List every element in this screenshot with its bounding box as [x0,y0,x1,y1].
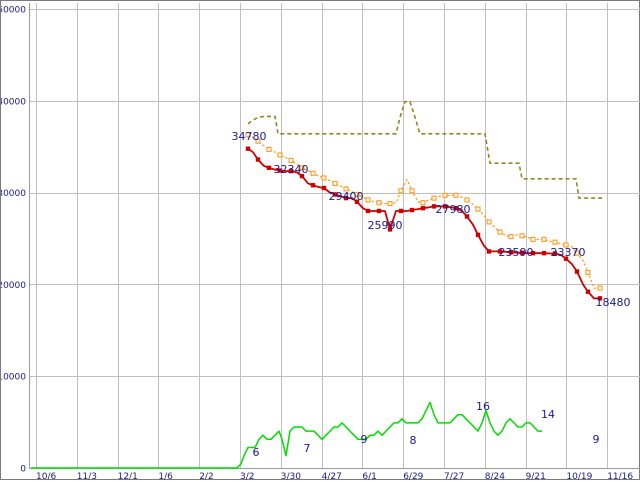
series-step-threshold [247,100,603,199]
y-tick-label: 30000 [1,189,26,199]
y-tick-label: 0 [20,465,26,475]
x-tick-label: 6/29 [403,472,423,481]
x-tick-label: 11/16 [607,472,633,481]
data-point-label: 9 [593,433,600,446]
series-count [31,401,542,469]
data-point-label: 7 [304,442,311,455]
data-point-label: 34780 [232,130,267,143]
x-tick-label: 8/24 [485,472,505,481]
x-tick-label: 3/2 [240,472,254,481]
data-point-label: 32340 [274,163,309,176]
x-tick-label: 1/6 [158,472,173,481]
y-tick-label: 10000 [1,373,26,383]
y-tick-label: 50000 [1,6,26,16]
data-point-label: 14 [541,408,555,421]
data-point-label: 8 [410,434,417,447]
x-tick-label: 2/2 [199,472,213,481]
y-tick-label: 20000 [1,281,26,291]
x-tick-label: 10/19 [566,472,592,481]
data-point-label: 23370 [551,246,586,259]
data-point-label: 9 [361,433,368,446]
data-point-label: 18480 [596,296,631,309]
x-tick-label: 11/3 [77,472,97,481]
x-axis-tick-labels: 10/6 11/3 12/1 1/6 2/2 3/2 3/30 4/27 6/1 6/29 7/27… [36,472,633,481]
y-axis-tick-labels: 0 10000 20000 30000 40000 50000 [1,6,26,475]
data-point-label: 27980 [436,203,471,216]
data-point-label: 6 [253,446,260,459]
x-tick-label: 4/27 [322,472,342,481]
data-point-label: 25990 [368,219,403,232]
x-tick-label: 9/21 [526,472,546,481]
series-secondary-price [245,132,603,291]
grid-lines [29,3,640,468]
x-tick-label: 6/1 [362,472,376,481]
data-point-label: 29400 [329,190,364,203]
y-tick-label: 40000 [1,97,26,107]
x-tick-label: 12/1 [118,472,138,481]
axis-lines [29,3,640,469]
x-tick-label: 10/6 [36,472,56,481]
x-tick-label: 7/27 [444,472,464,481]
data-point-labels: 34780 32340 29400 25990 27980 23590 23370 18480… [232,130,631,459]
series-primary-price [245,146,603,301]
x-tick-label: 3/30 [281,472,301,481]
data-point-label: 23590 [499,246,534,259]
data-point-label: 16 [476,400,490,413]
